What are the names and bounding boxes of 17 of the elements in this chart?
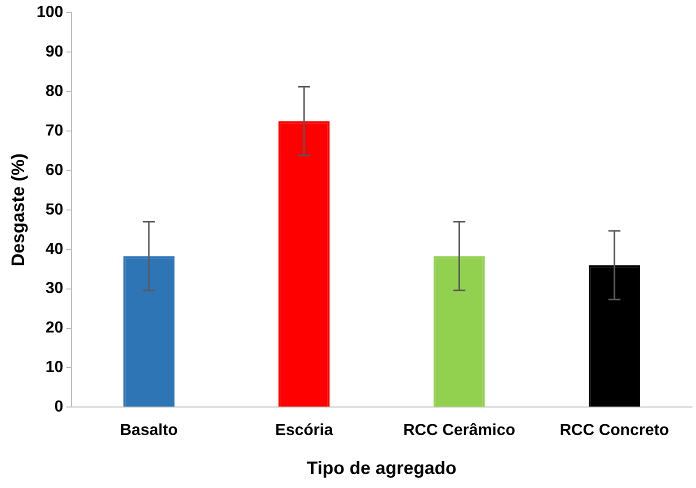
x-tick-label: Escória	[275, 422, 334, 440]
y-tick-label: 90	[46, 43, 64, 60]
y-axis-title: Desgaste (%)	[8, 153, 28, 266]
y-tick-label: 80	[46, 82, 64, 100]
y-tick-label: 30	[46, 280, 64, 298]
x-tick-label: RCC Concreto	[560, 422, 670, 440]
x-axis-title: Tipo de agregado	[306, 458, 456, 478]
y-tick-label: 70	[46, 122, 64, 140]
y-tick-label: 60	[46, 162, 64, 179]
y-tick-label: 0	[54, 398, 64, 416]
y-tick-label: 20	[46, 320, 64, 337]
y-tick-label: 50	[46, 201, 64, 218]
x-tick-label: RCC Cerâmico	[403, 422, 516, 440]
y-tick-label: 10	[46, 359, 64, 376]
x-tick-label: Basalto	[120, 422, 178, 440]
y-tick-label: 100	[36, 4, 64, 22]
y-tick-label: 40	[46, 240, 64, 258]
